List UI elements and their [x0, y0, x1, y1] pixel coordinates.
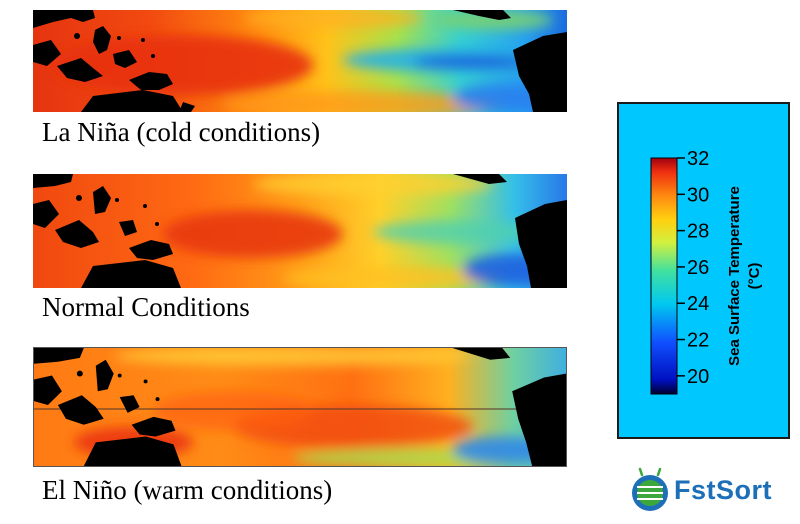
land-shapes: [33, 174, 567, 288]
legend-tick-label: 26: [687, 257, 709, 279]
logo-text: FstSort: [674, 475, 772, 505]
caption-la-nina: La Niña (cold conditions): [42, 117, 321, 147]
map-la-nina: [33, 10, 567, 112]
legend-ticks: 32 30 28 26 24 22 20: [677, 148, 709, 388]
legend-tick-label: 30: [687, 184, 709, 206]
color-scale-bar: [650, 157, 678, 395]
legend-tick-label: 20: [687, 366, 709, 388]
legend-tick-label: 22: [687, 330, 709, 352]
map-normal: [33, 174, 567, 288]
temperature-legend: 32 30 28 26 24 22 20 Sea Surface Temperature (…: [617, 102, 790, 439]
caption-normal: Normal Conditions: [42, 292, 250, 322]
legend-tick-label: 28: [687, 221, 709, 243]
legend-tick-label: 24: [687, 293, 709, 315]
land-shapes: [33, 10, 567, 112]
fstsort-logo: FstSort: [628, 466, 793, 516]
map-el-nino: [33, 347, 567, 467]
satellite-globe-icon: [632, 467, 668, 511]
land-shapes: [34, 348, 566, 466]
legend-unit: (°C): [746, 263, 763, 290]
legend-tick-label: 32: [687, 148, 709, 170]
legend-title: Sea Surface Temperature: [726, 186, 743, 366]
caption-el-nino: El Niño (warm conditions): [42, 475, 333, 505]
